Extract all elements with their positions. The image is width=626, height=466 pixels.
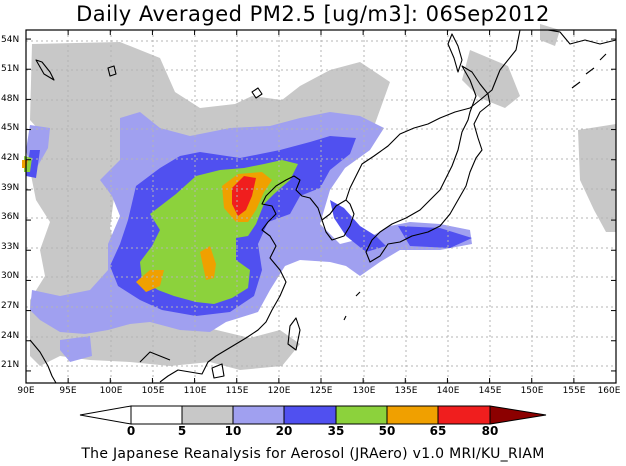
legend-swatch-35-50 (335, 405, 388, 425)
lat-label-36n: 36N (1, 212, 20, 222)
lon-label-125e: 125E (309, 386, 333, 396)
legend-tick-80: 80 (481, 424, 499, 438)
lat-label-51n: 51N (1, 64, 20, 74)
lon-label-115e: 115E (225, 386, 249, 396)
coastline-korea (321, 199, 355, 241)
coastline-mainland (159, 29, 617, 383)
lon-label-160e: 160E (597, 386, 621, 396)
legend-swatch-10-20 (232, 405, 285, 425)
lat-label-45n: 45N (1, 123, 20, 133)
lon-label-95e: 95E (59, 386, 77, 396)
lat-label-48n: 48N (1, 94, 20, 104)
coastline-gulf (139, 351, 171, 363)
coastline-sakhalin (447, 33, 463, 73)
shade-65-80 (232, 176, 256, 216)
coastline-southwest (29, 339, 57, 384)
lat-label-27n: 27N (1, 301, 20, 311)
lat-label-42n: 42N (1, 153, 20, 163)
coastline-lake (251, 87, 263, 99)
legend-arrow-low (79, 405, 132, 425)
legend-tick-10: 10 (224, 424, 242, 438)
map-title: Daily Averaged PM2.5 [ug/m3]: 06Sep2012 (76, 2, 550, 26)
coastline-baikal (35, 59, 55, 81)
lon-label-145e: 145E (478, 386, 502, 396)
coastline-japan (365, 65, 491, 263)
axis-ticks (25, 30, 617, 383)
lon-label-90e: 90E (17, 386, 35, 396)
lon-label-130e: 130E (352, 386, 376, 396)
map-area (22, 24, 617, 384)
lon-label-120e: 120E (267, 386, 291, 396)
legend-tick-65: 65 (429, 424, 447, 438)
coastline-lake-2 (107, 65, 117, 77)
lat-label-21n: 21N (1, 360, 20, 370)
legend-tick-5: 5 (177, 424, 187, 438)
legend-swatch-65-80 (437, 405, 491, 425)
lon-label-110e: 110E (183, 386, 207, 396)
legend-arrow-high (489, 405, 547, 425)
lon-label-100e: 100E (99, 386, 123, 396)
pm25-map (22, 24, 617, 384)
lon-label-155e: 155E (562, 386, 586, 396)
lat-label-24n: 24N (1, 331, 20, 341)
lon-label-150e: 150E (520, 386, 544, 396)
coastlines (29, 29, 617, 384)
lon-label-135e: 135E (394, 386, 418, 396)
lat-label-30n: 30N (1, 271, 20, 281)
legend-swatch-0-5 (130, 405, 183, 425)
coastline-kurils (571, 53, 607, 89)
footer-credit: The Japanese Reanalysis for Aerosol (JRA… (81, 446, 545, 462)
legend-tick-0: 0 (126, 424, 136, 438)
legend-swatch-50-65 (386, 405, 439, 425)
color-legend (79, 405, 547, 425)
legend-swatch-5-10 (181, 405, 234, 425)
coastline-ryukyu (343, 291, 361, 321)
lat-label-39n: 39N (1, 183, 20, 193)
lon-label-105e: 105E (141, 386, 165, 396)
lon-label-140e: 140E (436, 386, 460, 396)
coastline-taiwan (287, 317, 301, 351)
legend-swatch-20-35 (283, 405, 337, 425)
coastline-hainan (211, 363, 225, 379)
legend-tick-50: 50 (378, 424, 396, 438)
lat-label-33n: 33N (1, 242, 20, 252)
lat-label-54n: 54N (1, 35, 20, 45)
legend-tick-20: 20 (275, 424, 293, 438)
legend-tick-35: 35 (327, 424, 345, 438)
